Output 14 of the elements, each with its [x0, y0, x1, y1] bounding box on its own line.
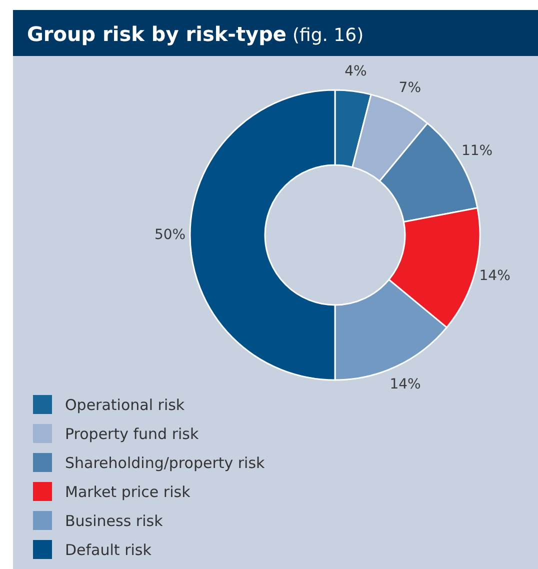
data-label: 4% — [344, 63, 367, 80]
chart-title: Group risk by risk-type — [27, 22, 286, 46]
data-label: 7% — [398, 80, 422, 96]
chart-subtitle: (fig. 16) — [292, 25, 364, 46]
data-label: 11% — [461, 143, 493, 160]
legend-label: Market price risk — [65, 483, 191, 501]
data-label: 50% — [154, 227, 186, 243]
legend-label: Business risk — [65, 512, 164, 530]
data-label: 14% — [479, 268, 510, 284]
legend-label: Default risk — [65, 541, 152, 559]
legend-label: Property fund risk — [65, 425, 199, 443]
legend-label: Shareholding/property risk — [65, 454, 266, 472]
legend-label: Operational risk — [65, 396, 185, 414]
data-label: 14% — [390, 376, 421, 392]
